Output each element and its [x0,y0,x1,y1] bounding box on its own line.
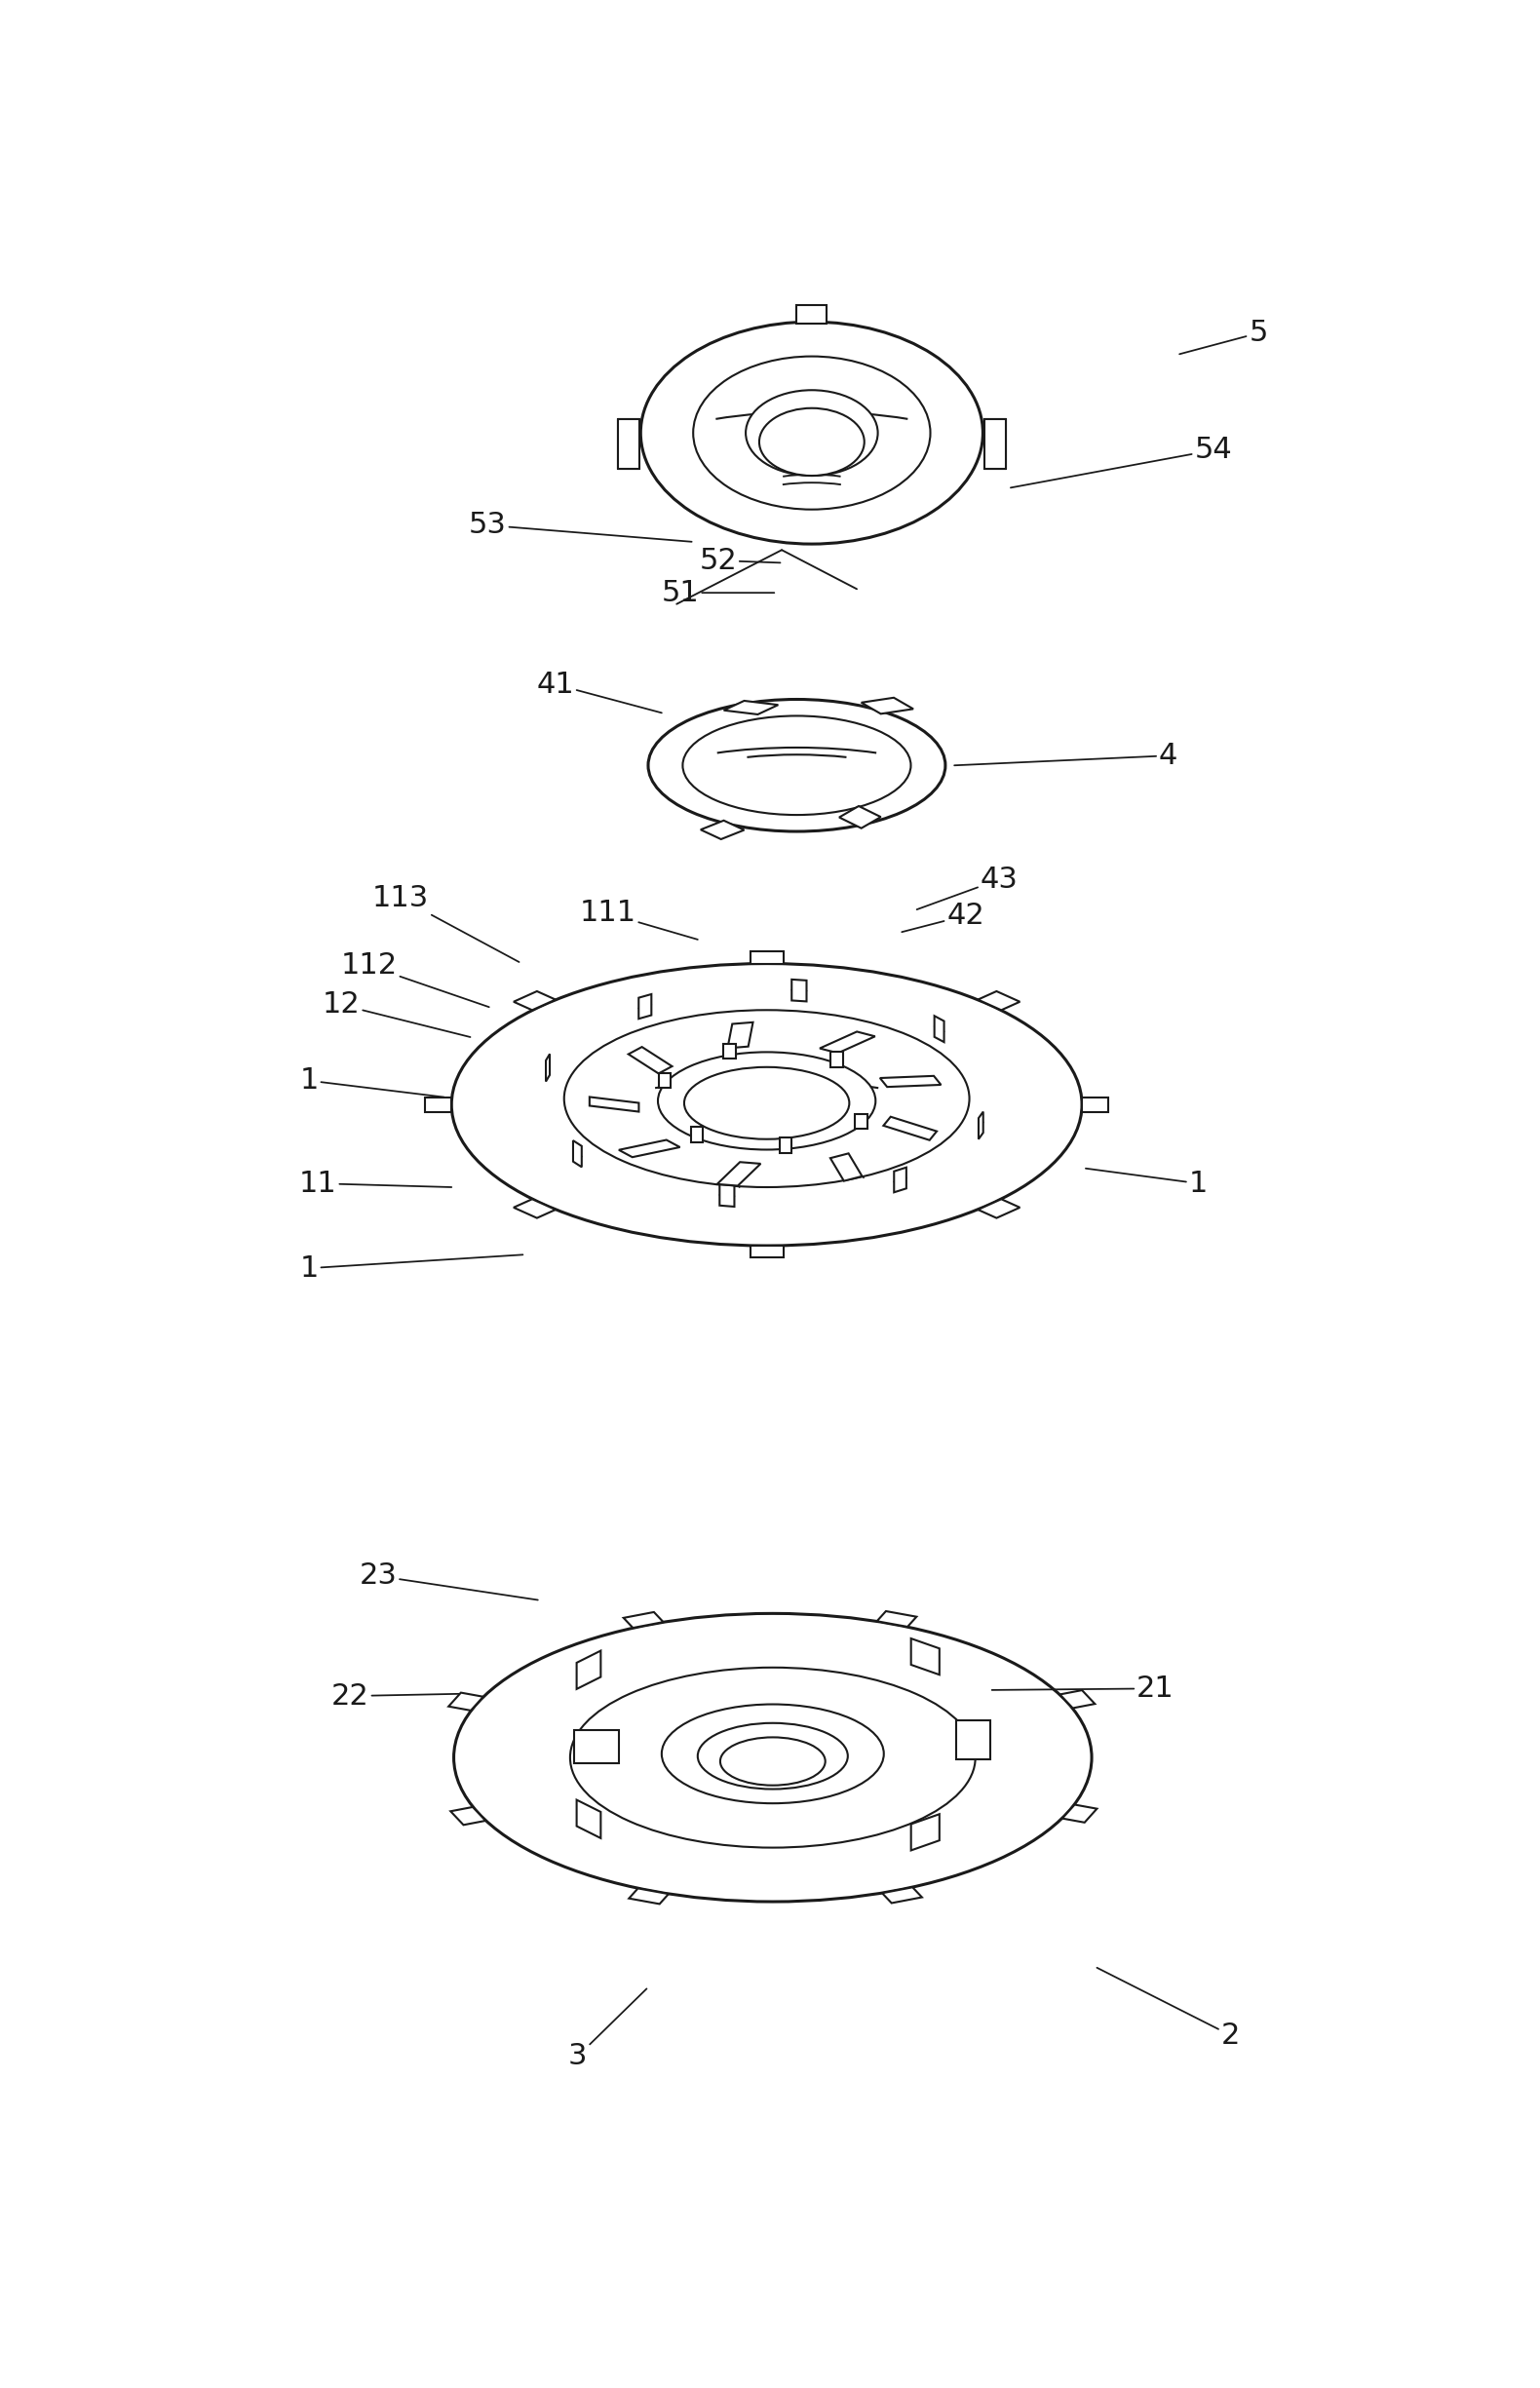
Text: 54: 54 [1010,437,1232,487]
Ellipse shape [682,716,910,814]
Polygon shape [895,1168,907,1192]
Polygon shape [727,1022,753,1048]
Ellipse shape [641,322,983,544]
Polygon shape [624,1612,664,1629]
Polygon shape [574,1731,619,1762]
Text: 43: 43 [916,864,1018,910]
Text: 23: 23 [359,1562,537,1600]
Text: 1: 1 [299,1067,444,1096]
Polygon shape [514,1199,556,1218]
Text: 4: 4 [955,743,1178,769]
Text: 111: 111 [579,900,698,938]
Polygon shape [750,953,784,962]
Polygon shape [879,1077,941,1087]
Polygon shape [855,1115,867,1130]
Polygon shape [750,1247,784,1258]
Polygon shape [978,1199,1019,1218]
Polygon shape [884,1118,936,1139]
Ellipse shape [759,408,864,475]
Polygon shape [628,1889,668,1903]
Polygon shape [619,1139,681,1158]
Text: 5: 5 [1180,320,1267,353]
Ellipse shape [648,700,946,831]
Polygon shape [978,991,1019,1010]
Polygon shape [956,1719,990,1760]
Text: 42: 42 [902,900,984,931]
Ellipse shape [570,1667,975,1848]
Polygon shape [1063,1805,1096,1822]
Ellipse shape [684,1067,849,1139]
Polygon shape [935,1015,944,1041]
Polygon shape [573,1141,582,1168]
Polygon shape [691,1127,702,1141]
Polygon shape [876,1612,916,1626]
Polygon shape [425,1096,451,1113]
Text: 2: 2 [1096,1968,1240,2049]
Polygon shape [724,700,778,714]
Polygon shape [618,420,639,468]
Polygon shape [448,1693,484,1710]
Polygon shape [984,420,1006,468]
Text: 12: 12 [322,991,470,1036]
Ellipse shape [564,1010,969,1187]
Polygon shape [912,1638,939,1674]
Polygon shape [1060,1691,1095,1707]
Text: 1: 1 [299,1254,522,1282]
Polygon shape [719,1184,735,1206]
Text: 112: 112 [340,953,490,1008]
Polygon shape [978,1113,983,1139]
Text: 41: 41 [536,671,662,714]
Polygon shape [576,1650,601,1688]
Polygon shape [451,1808,485,1824]
Text: 22: 22 [331,1681,464,1710]
Text: 52: 52 [699,547,781,576]
Polygon shape [576,1801,601,1839]
Text: 113: 113 [373,884,519,962]
Polygon shape [839,807,881,829]
Ellipse shape [698,1724,849,1789]
Text: 11: 11 [299,1170,451,1196]
Polygon shape [882,1887,922,1903]
Polygon shape [590,1096,639,1113]
Text: 51: 51 [662,578,775,607]
Polygon shape [718,1163,761,1187]
Text: 21: 21 [992,1674,1175,1703]
Polygon shape [639,993,651,1020]
Polygon shape [861,697,913,714]
Polygon shape [545,1053,550,1082]
Ellipse shape [454,1614,1092,1901]
Ellipse shape [693,356,930,509]
Polygon shape [912,1815,939,1851]
Polygon shape [514,991,556,1010]
Polygon shape [792,979,807,1001]
Ellipse shape [745,389,878,475]
Polygon shape [779,1137,792,1153]
Text: 53: 53 [468,511,691,542]
Ellipse shape [451,962,1083,1247]
Polygon shape [1083,1096,1109,1113]
Polygon shape [830,1053,842,1067]
Polygon shape [819,1032,875,1053]
Polygon shape [701,821,744,838]
Polygon shape [796,306,827,322]
Text: 1: 1 [1086,1168,1207,1196]
Polygon shape [659,1072,670,1089]
Polygon shape [724,1044,736,1058]
Text: 3: 3 [568,1989,647,2070]
Polygon shape [628,1046,671,1075]
Ellipse shape [658,1053,876,1149]
Polygon shape [830,1153,862,1182]
Ellipse shape [662,1705,884,1803]
